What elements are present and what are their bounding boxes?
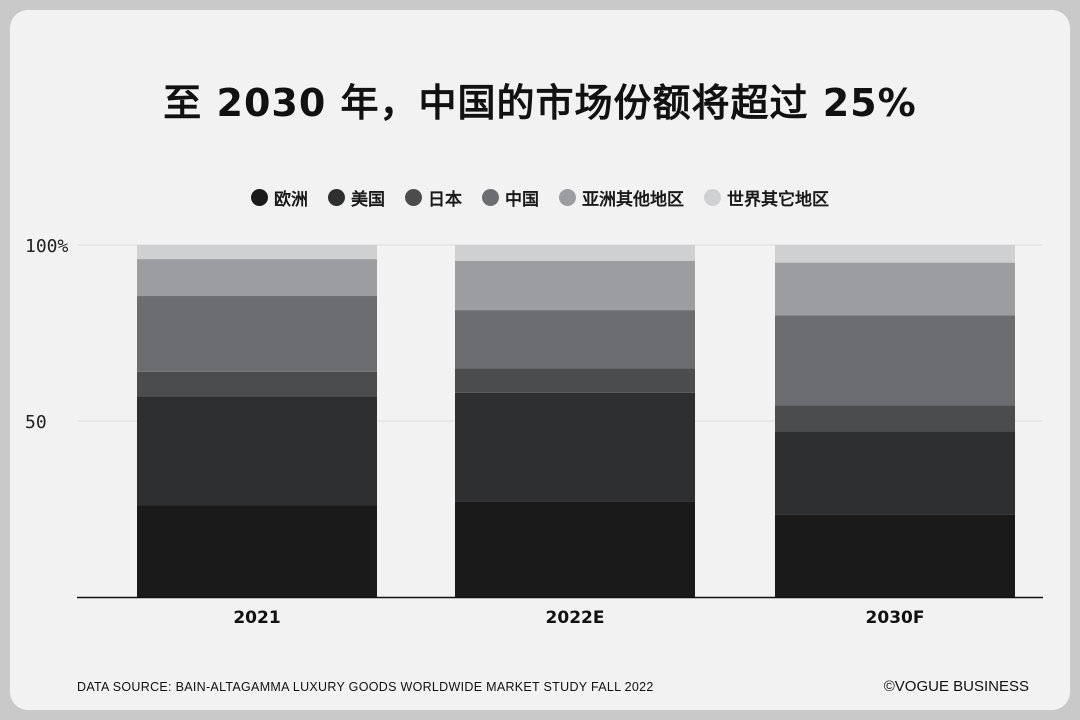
- x-category-label: 2030F: [866, 608, 925, 628]
- legend-item: 亚洲其他地区: [559, 185, 684, 210]
- bar-segment-2021-0: [137, 505, 377, 597]
- brand-credit: ©VOGUE BUSINESS: [883, 678, 1029, 695]
- bar-segment-2030F-2: [775, 405, 1015, 432]
- legend-item: 中国: [482, 185, 539, 210]
- legend-swatch: [251, 189, 268, 206]
- legend-item: 日本: [405, 185, 462, 210]
- bar-segment-2030F-0: [775, 514, 1015, 597]
- legend-label: 亚洲其他地区: [582, 190, 684, 210]
- legend-label: 美国: [351, 190, 385, 210]
- legend-label: 世界其它地区: [727, 190, 829, 210]
- x-category-label: 2021: [233, 608, 280, 628]
- bar-segment-2021-3: [137, 296, 377, 372]
- legend-label: 日本: [428, 190, 462, 210]
- data-source-note: DATA SOURCE: BAIN-ALTAGAMMA LUXURY GOODS…: [77, 680, 654, 694]
- bar-segment-2030F-1: [775, 431, 1015, 515]
- bar-segment-2022E-4: [455, 260, 695, 311]
- bar-segment-2030F-3: [775, 315, 1015, 406]
- bar-segment-2022E-3: [455, 310, 695, 369]
- legend-item: 欧洲: [251, 185, 308, 210]
- bar-segment-2022E-2: [455, 368, 695, 393]
- bar-segment-2022E-1: [455, 392, 695, 502]
- bar-segment-2021-1: [137, 396, 377, 506]
- y-tick-label: 50: [25, 412, 47, 433]
- legend-swatch: [482, 189, 499, 206]
- bar-segment-2022E-0: [455, 501, 695, 597]
- legend-item: 美国: [328, 185, 385, 210]
- bar-segment-2030F-4: [775, 262, 1015, 316]
- legend-swatch: [328, 189, 345, 206]
- bar-segment-2030F-5: [775, 245, 1015, 263]
- chart-legend: 欧洲 美国 日本 中国 亚洲其他地区 世界其它地区: [0, 185, 1080, 210]
- legend-swatch: [559, 189, 576, 206]
- chart-title: 至 2030 年，中国的市场份额将超过 25%: [163, 81, 917, 125]
- bar-segment-2022E-5: [455, 245, 695, 261]
- x-category-label: 2022E: [546, 608, 605, 628]
- y-tick-label: 100%: [25, 236, 69, 257]
- legend-swatch: [405, 189, 422, 206]
- bar-segment-2021-4: [137, 259, 377, 297]
- legend-label: 欧洲: [274, 190, 308, 210]
- legend-item: 世界其它地区: [704, 185, 829, 210]
- legend-swatch: [704, 189, 721, 206]
- legend-label: 中国: [505, 190, 539, 210]
- bar-segment-2021-5: [137, 245, 377, 260]
- bar-segment-2021-2: [137, 371, 377, 397]
